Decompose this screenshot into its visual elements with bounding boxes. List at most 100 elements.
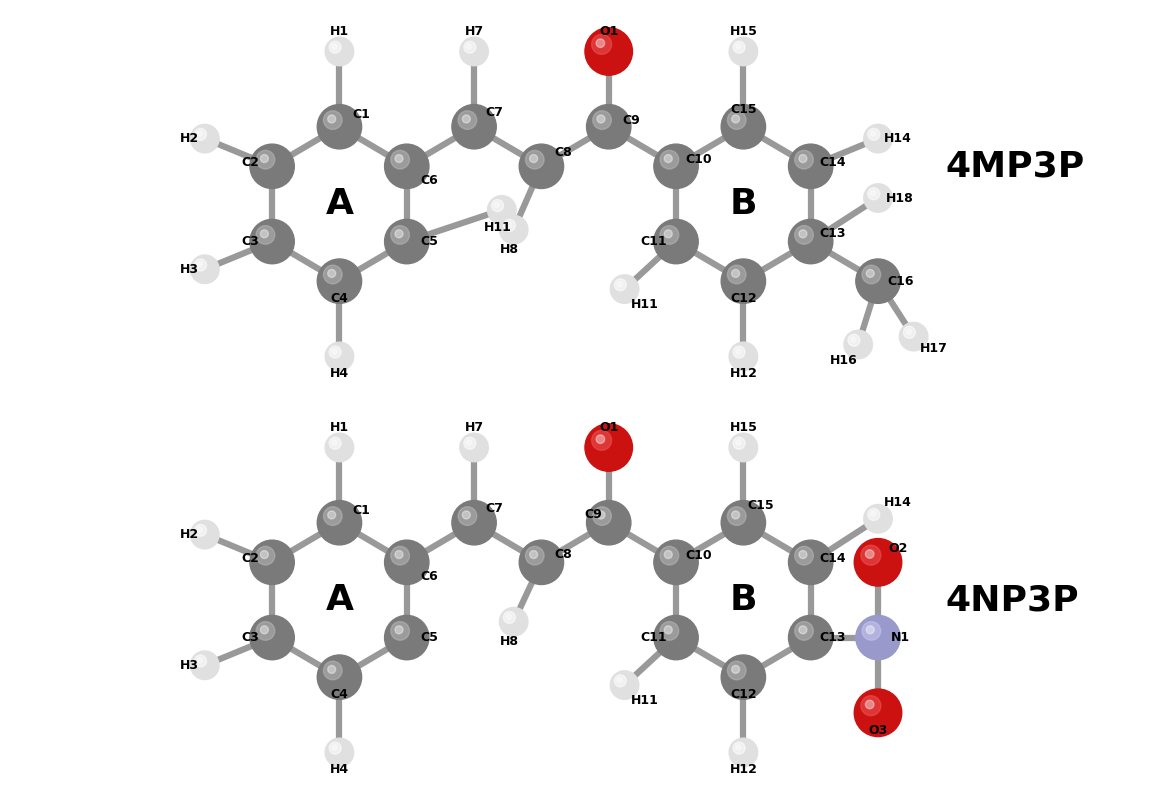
Circle shape: [899, 322, 928, 351]
Circle shape: [665, 550, 673, 558]
Circle shape: [390, 546, 409, 565]
Circle shape: [464, 437, 475, 449]
Circle shape: [523, 543, 562, 584]
Text: C11: C11: [640, 631, 667, 644]
Circle shape: [902, 325, 927, 350]
Circle shape: [851, 337, 855, 342]
Circle shape: [328, 741, 353, 766]
Circle shape: [846, 333, 872, 358]
Circle shape: [317, 105, 361, 149]
Circle shape: [385, 144, 429, 188]
Text: 4MP3P: 4MP3P: [946, 150, 1084, 183]
Circle shape: [597, 511, 605, 519]
Circle shape: [253, 543, 293, 584]
Circle shape: [736, 348, 741, 354]
Circle shape: [731, 40, 756, 65]
Circle shape: [194, 259, 207, 271]
Circle shape: [859, 262, 899, 303]
Circle shape: [260, 626, 268, 634]
Circle shape: [325, 342, 353, 371]
Text: C6: C6: [419, 570, 438, 583]
Circle shape: [660, 622, 679, 640]
Circle shape: [321, 504, 360, 544]
Circle shape: [590, 108, 630, 148]
Circle shape: [328, 665, 336, 673]
Circle shape: [332, 348, 337, 354]
Circle shape: [328, 436, 353, 461]
Circle shape: [494, 202, 500, 208]
Circle shape: [325, 37, 353, 66]
Circle shape: [584, 424, 632, 471]
Circle shape: [388, 543, 428, 584]
Circle shape: [660, 150, 679, 169]
Text: O3: O3: [868, 724, 888, 737]
Circle shape: [500, 215, 528, 244]
Circle shape: [462, 40, 488, 65]
Text: C13: C13: [819, 227, 846, 240]
Text: C3: C3: [241, 235, 259, 248]
Circle shape: [198, 657, 202, 663]
Circle shape: [191, 651, 220, 680]
Circle shape: [729, 738, 758, 767]
Circle shape: [464, 41, 475, 53]
Text: H11: H11: [483, 221, 511, 234]
Circle shape: [525, 150, 544, 169]
Text: A: A: [325, 188, 353, 221]
Text: H14: H14: [884, 132, 912, 145]
Circle shape: [588, 31, 631, 74]
Circle shape: [596, 435, 604, 444]
Circle shape: [733, 437, 745, 449]
Circle shape: [193, 523, 218, 548]
Circle shape: [321, 108, 360, 148]
Circle shape: [854, 689, 902, 737]
Circle shape: [260, 230, 268, 238]
Circle shape: [325, 738, 353, 767]
Circle shape: [722, 259, 766, 303]
Text: H8: H8: [500, 635, 519, 648]
Circle shape: [507, 222, 511, 227]
Circle shape: [665, 230, 673, 238]
Circle shape: [191, 255, 220, 284]
Circle shape: [795, 226, 813, 244]
Text: C14: C14: [819, 552, 846, 565]
Circle shape: [727, 661, 746, 680]
Circle shape: [456, 504, 495, 544]
Circle shape: [862, 622, 881, 640]
Circle shape: [323, 111, 342, 129]
Text: C7: C7: [485, 502, 503, 515]
Circle shape: [591, 430, 611, 451]
Text: N1: N1: [890, 631, 910, 644]
Text: H11: H11: [631, 695, 659, 707]
Circle shape: [198, 261, 202, 267]
Text: H17: H17: [919, 342, 947, 355]
Circle shape: [596, 39, 604, 48]
Text: H11: H11: [631, 299, 659, 311]
Circle shape: [861, 545, 881, 565]
Text: H4: H4: [330, 763, 349, 776]
Circle shape: [317, 501, 361, 545]
Circle shape: [610, 671, 639, 699]
Circle shape: [593, 111, 611, 129]
Circle shape: [722, 501, 766, 545]
Circle shape: [732, 665, 739, 673]
Circle shape: [789, 615, 833, 660]
Circle shape: [862, 265, 881, 284]
Text: H8: H8: [500, 243, 519, 256]
Text: C16: C16: [887, 275, 913, 287]
Circle shape: [193, 653, 218, 679]
Circle shape: [329, 742, 342, 754]
Text: B: B: [730, 188, 758, 221]
Circle shape: [390, 150, 409, 169]
Circle shape: [870, 131, 876, 136]
Text: C13: C13: [819, 631, 846, 644]
Circle shape: [844, 330, 873, 359]
Circle shape: [791, 543, 832, 584]
Text: C2: C2: [241, 156, 259, 169]
Text: H12: H12: [730, 367, 758, 380]
Text: O2: O2: [888, 542, 908, 554]
Text: C2: C2: [241, 552, 259, 565]
Circle shape: [731, 345, 756, 370]
Circle shape: [858, 692, 901, 735]
Text: C8: C8: [554, 548, 573, 561]
Circle shape: [795, 546, 813, 565]
